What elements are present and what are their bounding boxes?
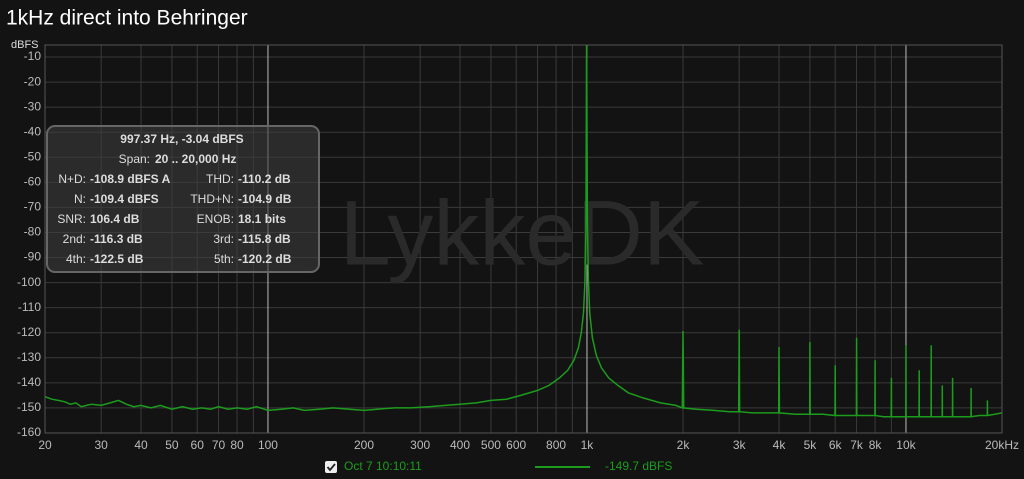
y-tick-label: -120 [17, 325, 41, 339]
x-tick-label: 50 [165, 438, 179, 452]
y-axis-label: dBFS [11, 39, 39, 51]
y-tick-label: -60 [24, 175, 42, 189]
plot-frame [44, 44, 1003, 434]
info-value: -116.3 dB [90, 232, 143, 246]
y-tick-label: -10 [24, 49, 42, 63]
y-tick-label: -30 [24, 99, 42, 113]
x-tick-label: 3k [733, 438, 747, 452]
y-tick-label: -90 [24, 250, 42, 264]
info-label: THD+N: [190, 192, 234, 206]
info-label: SNR: [57, 212, 86, 226]
info-value: -108.9 dBFS A [90, 172, 171, 186]
y-tick-label: -160 [17, 425, 41, 439]
info-label: 3rd: [213, 232, 234, 246]
y-tick-label: -150 [17, 400, 41, 414]
x-tick-label: 500 [481, 438, 501, 452]
y-tick-label: -140 [17, 375, 41, 389]
x-tick-label: 80 [230, 438, 244, 452]
info-value: 106.4 dB [90, 212, 140, 226]
info-value: 20 .. 20,000 Hz [155, 152, 236, 166]
info-value: 18.1 bits [238, 212, 286, 226]
info-label: 5th: [214, 252, 234, 266]
x-tick-label: 600 [506, 438, 526, 452]
x-tick-label: 7k [850, 438, 864, 452]
y-tick-label: -110 [18, 300, 41, 314]
info-label: N+D: [58, 172, 86, 186]
info-label: THD: [206, 172, 234, 186]
x-tick-label: 400 [450, 438, 470, 452]
y-tick-label: -20 [24, 74, 42, 88]
legend-checkbox[interactable] [325, 461, 337, 473]
watermark: LykkeDK [340, 182, 705, 284]
x-tick-label: 1k [581, 438, 595, 452]
check-mark [326, 463, 336, 472]
info-label: Span: [119, 152, 150, 166]
info-value: -109.4 dBFS [90, 192, 159, 206]
x-tick-label: 30 [94, 438, 108, 452]
info-value: -120.2 dB [238, 252, 292, 266]
x-tick-label: 300 [410, 438, 430, 452]
x-tick-label: 10k [896, 438, 916, 452]
info-label: ENOB: [197, 212, 234, 226]
y-tick-label: -70 [24, 200, 42, 214]
info-value: -104.9 dB [238, 192, 292, 206]
chart-title: 1kHz direct into Behringer [6, 7, 248, 30]
spectrum-line [45, 45, 1002, 418]
legend-label: Oct 7 10:10:11 [344, 459, 422, 473]
y-tick-label: -40 [24, 124, 42, 138]
x-tick-label: 2k [677, 438, 691, 452]
info-panel: 997.37 Hz, -3.04 dBFS Span: 20 .. 20,000… [46, 125, 320, 273]
x-tick-label: 100 [258, 438, 278, 452]
x-tick-label: 200 [354, 438, 374, 452]
x-tick-label: 8k [869, 438, 883, 452]
info-header: 997.37 Hz, -3.04 dBFS [120, 132, 243, 146]
y-tick-label: -80 [24, 225, 42, 239]
info-box [46, 125, 320, 273]
x-tick-label: 800 [546, 438, 566, 452]
x-tick-label: 20kHz [985, 438, 1019, 452]
legend-value: -149.7 dBFS [605, 459, 672, 473]
x-tick-label: 40 [134, 438, 148, 452]
info-label: 4th: [66, 252, 86, 266]
x-tick-label: 20 [38, 438, 52, 452]
x-tick-label: 6k [829, 438, 843, 452]
y-tick-label: -100 [17, 275, 41, 289]
y-tick-label: -130 [17, 350, 41, 364]
info-value: -110.2 dB [238, 172, 291, 186]
info-value: -122.5 dB [90, 252, 144, 266]
info-label: N: [74, 192, 86, 206]
x-tick-label: 4k [773, 438, 787, 452]
info-label: 2nd: [63, 232, 86, 246]
x-tick-label: 70 [212, 438, 226, 452]
info-value: -115.8 dB [238, 232, 291, 246]
y-tick-label: -50 [24, 149, 42, 163]
x-tick-label: 5k [804, 438, 818, 452]
x-tick-label: 60 [191, 438, 205, 452]
